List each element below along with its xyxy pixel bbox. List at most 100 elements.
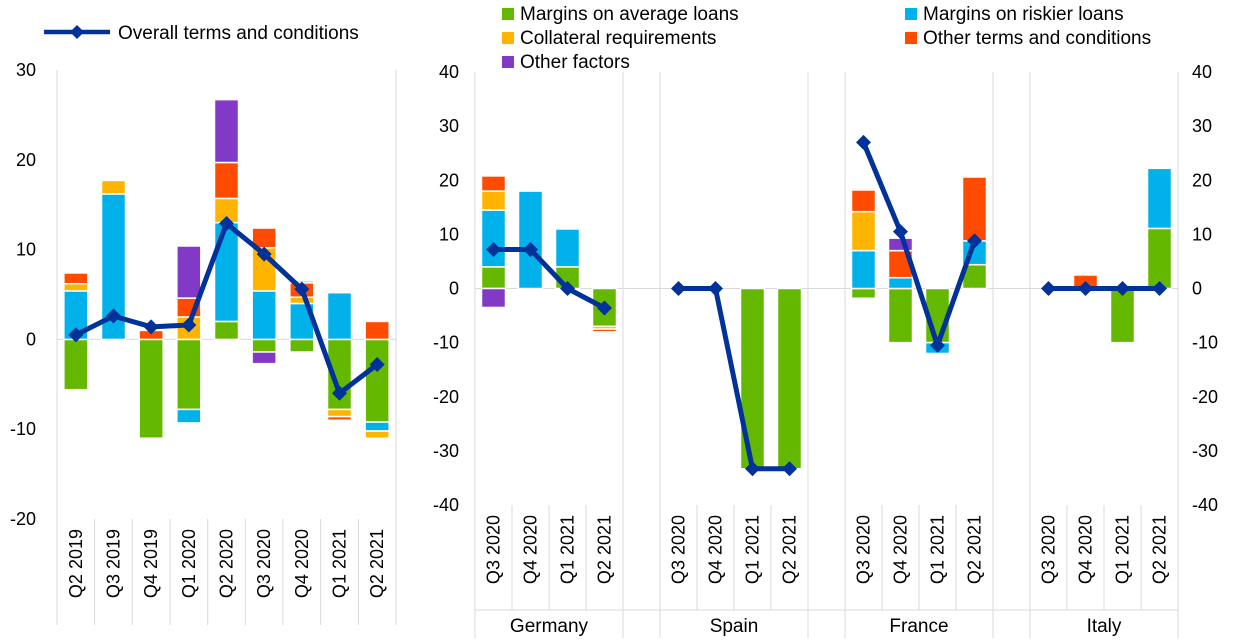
point-overall-q3-2020 bbox=[256, 246, 272, 262]
bar-collateral-requirements-q4-2020 bbox=[289, 296, 315, 305]
bar-margins-on-average-loans-italy-q1-2021 bbox=[1109, 287, 1136, 344]
x-tick-label-france-q3-2020: Q3 2020 bbox=[854, 515, 874, 584]
point-overall-q2-2020 bbox=[219, 216, 234, 232]
left-legend: Overall terms and conditions bbox=[44, 23, 359, 44]
left-chart: Overall terms and conditions -20 -10 0 10 20 3… bbox=[10, 23, 397, 625]
bar-margins-on-average-loans-q4-2020 bbox=[289, 338, 315, 353]
bar-margins-on-riskier-loans-germany-q4-2020 bbox=[517, 190, 544, 290]
bar-other-terms-and-conditions-france-q2-2021 bbox=[961, 176, 988, 242]
bar-margins-on-riskier-loans-q1-2021 bbox=[326, 291, 353, 341]
bar-collateral-requirements-q3-2019 bbox=[100, 179, 127, 195]
bar-other-factors-q1-2020 bbox=[176, 245, 202, 299]
point-overall-q2-2019 bbox=[68, 327, 84, 343]
bar-other-factors-germany-q3-2020 bbox=[480, 287, 507, 309]
y-tick-label-left: -30 bbox=[433, 441, 459, 461]
x-tick-label-italy-q4-2020: Q4 2020 bbox=[1076, 515, 1096, 584]
point-overall-q3-2019 bbox=[106, 308, 121, 324]
legend-label-collateral-requirements: Collateral requirements bbox=[520, 28, 716, 49]
y-tick-label-left: 0 bbox=[449, 279, 459, 299]
bar-margins-on-riskier-loans-italy-q2-2021 bbox=[1146, 167, 1173, 230]
legend-label-overall: Overall terms and conditions bbox=[118, 23, 359, 44]
point-overall-spain-q3-2020 bbox=[671, 281, 686, 296]
legend-swatch-collateral-requirements bbox=[502, 32, 514, 44]
bar-margins-on-average-loans-france-q4-2020 bbox=[887, 287, 914, 344]
bar-collateral-requirements-q2-2021 bbox=[364, 430, 390, 439]
x-tick-label-germany-q4-2020: Q4 2020 bbox=[521, 515, 541, 584]
x-tick-label-germany-q2-2021: Q2 2021 bbox=[595, 515, 615, 584]
point-overall-germany-q2-2021 bbox=[597, 300, 612, 316]
y-tick-label-left: 40 bbox=[439, 62, 459, 82]
bar-margins-on-riskier-loans-q2-2021 bbox=[364, 421, 390, 432]
x-tick-label-spain-q2-2021: Q2 2021 bbox=[780, 515, 800, 584]
bar-other-terms-and-conditions-q2-2020 bbox=[213, 161, 240, 200]
bar-margins-on-average-loans-germany-q3-2020 bbox=[480, 266, 507, 290]
y-tick-label-left: 30 bbox=[439, 116, 459, 136]
bar-margins-on-average-loans-spain-q1-2021 bbox=[739, 287, 766, 470]
bar-other-factors-q3-2020 bbox=[251, 351, 277, 365]
group-label-france: France bbox=[889, 616, 948, 637]
x-tick-label-italy-q2-2021: Q2 2021 bbox=[1150, 515, 1170, 584]
legend-label-other-factors: Other factors bbox=[520, 52, 630, 73]
point-overall-q1-2020 bbox=[181, 317, 197, 333]
legend-label-margins-on-average-loans: Margins on average loans bbox=[520, 4, 739, 25]
x-tick-label-q1-2020: Q1 2020 bbox=[179, 529, 199, 598]
point-overall-france-q1-2021 bbox=[930, 337, 945, 353]
x-tick-label-spain-q4-2020: Q4 2020 bbox=[706, 515, 726, 584]
x-tick-label-q1-2021: Q1 2021 bbox=[330, 529, 350, 598]
x-tick-label-q3-2019: Q3 2019 bbox=[104, 529, 124, 598]
point-overall-germany-q4-2020 bbox=[523, 242, 538, 258]
point-overall-q4-2020 bbox=[294, 281, 310, 297]
x-tick-label-q2-2021: Q2 2021 bbox=[367, 529, 387, 598]
bar-margins-on-riskier-loans-q3-2020 bbox=[251, 290, 277, 341]
y-tick-label-right: 10 bbox=[1192, 224, 1212, 244]
bar-other-terms-and-conditions-q2-2021 bbox=[364, 320, 390, 341]
y-tick-label: 10 bbox=[16, 240, 36, 260]
bar-margins-on-riskier-loans-germany-q1-2021 bbox=[554, 228, 581, 268]
bar-margins-on-riskier-loans-q1-2020 bbox=[176, 408, 202, 424]
x-tick-label-italy-q1-2021: Q1 2021 bbox=[1113, 515, 1133, 584]
point-overall-q1-2021 bbox=[332, 385, 347, 401]
legend-label-other-terms-and-conditions: Other terms and conditions bbox=[923, 28, 1151, 49]
point-overall-italy-q3-2020 bbox=[1041, 281, 1056, 296]
legend-label-margins-on-riskier-loans: Margins on riskier loans bbox=[923, 4, 1124, 25]
line-overall-spain bbox=[678, 286, 790, 472]
y-tick-label: 30 bbox=[16, 60, 36, 80]
bar-margins-on-average-loans-q3-2020 bbox=[251, 338, 277, 353]
bar-other-terms-and-conditions-q1-2021 bbox=[326, 415, 353, 421]
point-overall-spain-q2-2021 bbox=[782, 461, 797, 477]
group-label-germany: Germany bbox=[510, 616, 589, 637]
point-overall-france-q4-2020 bbox=[893, 224, 908, 240]
point-overall-germany-q3-2020 bbox=[486, 242, 501, 258]
y-tick-label-right: 30 bbox=[1192, 116, 1212, 136]
group-label-spain: Spain bbox=[710, 616, 759, 637]
bar-margins-on-average-loans-q4-2019 bbox=[138, 338, 164, 439]
point-overall-spain-q1-2021 bbox=[745, 461, 760, 477]
bar-collateral-requirements-q2-2019 bbox=[63, 282, 89, 292]
y-tick-label-right: 20 bbox=[1192, 170, 1212, 190]
bar-collateral-requirements-france-q3-2020 bbox=[850, 210, 877, 252]
y-tick-label-right: 0 bbox=[1192, 279, 1202, 299]
line-overall-france bbox=[861, 141, 977, 348]
legend-swatch-margins-on-riskier-loans bbox=[905, 8, 917, 20]
y-tick-label-left: 20 bbox=[439, 170, 459, 190]
y-tick-label-right: -10 bbox=[1192, 333, 1218, 353]
x-tick-label-germany-q1-2021: Q1 2021 bbox=[558, 515, 578, 584]
y-tick-label-right: -40 bbox=[1192, 495, 1218, 515]
y-tick-label-right: -20 bbox=[1192, 387, 1218, 407]
group-label-italy: Italy bbox=[1087, 616, 1122, 637]
y-tick-label: 20 bbox=[16, 150, 36, 170]
y-tick-label-right: 40 bbox=[1192, 62, 1212, 82]
x-tick-label-q4-2019: Q4 2019 bbox=[141, 529, 161, 598]
bar-margins-on-average-loans-q2-2020 bbox=[213, 320, 240, 341]
x-tick-label-q3-2020: Q3 2020 bbox=[254, 529, 274, 598]
bar-margins-on-average-loans-q2-2019 bbox=[63, 338, 89, 391]
bar-margins-on-average-loans-france-q3-2020 bbox=[850, 287, 877, 299]
y-tick-label: -20 bbox=[10, 509, 36, 529]
x-tick-label-q2-2019: Q2 2019 bbox=[66, 529, 86, 598]
y-tick-label-left: -20 bbox=[433, 387, 459, 407]
legend-swatch-other-terms-and-conditions bbox=[905, 32, 917, 44]
bar-margins-on-average-loans-spain-q2-2021 bbox=[776, 287, 803, 470]
bar-other-terms-and-conditions-q2-2019 bbox=[63, 272, 89, 285]
point-overall-germany-q1-2021 bbox=[560, 281, 575, 296]
y-tick-label: 0 bbox=[26, 329, 36, 349]
